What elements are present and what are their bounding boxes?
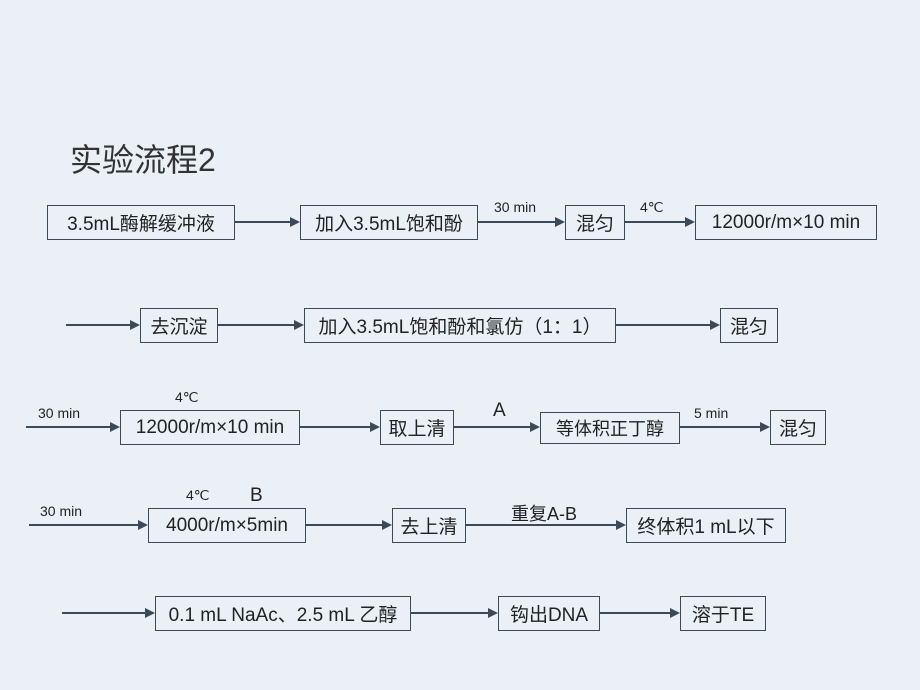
flowchart-node: 4000r/m×5min [148,508,306,543]
flowchart-node: 去沉淀 [140,308,218,343]
flowchart-node: 3.5mL酶解缓冲液 [47,205,235,240]
arrow-head-icon [138,520,148,530]
flowchart-node: 溶于TE [680,596,766,631]
edge-label: 5 min [694,405,728,421]
edge-label: 重复A-B [511,500,577,526]
arrow-line [66,324,130,326]
flowchart-node: 12000r/m×10 min [120,410,300,445]
page-title: 实验流程2 [70,135,216,181]
arrow-head-icon [382,520,392,530]
arrow-head-icon [488,608,498,618]
flowchart-node: 混匀 [565,205,625,240]
arrow-line [29,524,138,526]
edge-label: 30 min [494,199,536,215]
arrow-head-icon [760,422,770,432]
arrow-head-icon [670,608,680,618]
arrow-head-icon [294,320,304,330]
edge-label: 30 min [38,405,80,421]
edge-label: 4℃ [186,487,210,504]
flowchart-node: 加入3.5mL饱和酚 [300,205,478,240]
arrow-line [680,426,760,428]
edge-label: 4℃ [640,199,664,216]
flowchart-node: 去上清 [392,508,466,543]
flowchart-node: 钩出DNA [498,596,600,631]
flowchart-node: 混匀 [720,308,778,343]
arrow-head-icon [555,217,565,227]
edge-label: 30 min [40,503,82,519]
arrow-head-icon [370,422,380,432]
arrow-line [300,426,370,428]
arrow-line [26,426,110,428]
arrow-line [478,221,555,223]
arrow-head-icon [130,320,140,330]
arrow-line [218,324,294,326]
arrow-line [306,524,382,526]
arrow-head-icon [685,217,695,227]
flowchart-node: 终体积1 mL以下 [626,508,786,543]
flowchart-node: 12000r/m×10 min [695,205,877,240]
arrow-line [235,221,290,223]
flowchart-node: 等体积正丁醇 [540,412,680,444]
flowchart-node: 取上清 [380,410,454,445]
arrow-head-icon [110,422,120,432]
arrow-head-icon [616,520,626,530]
arrow-head-icon [290,217,300,227]
arrow-line [62,612,145,614]
arrow-head-icon [530,422,540,432]
arrow-line [625,221,685,223]
edge-label: 4℃ [175,389,199,406]
flowchart-node: 0.1 mL NaAc、2.5 mL 乙醇 [155,596,411,631]
edge-label: A [493,400,506,422]
flowchart-node: 混匀 [770,410,826,445]
edge-label: B [250,485,263,507]
arrow-line [600,612,670,614]
arrow-line [616,324,710,326]
arrow-line [411,612,488,614]
arrow-head-icon [710,320,720,330]
flowchart-node: 加入3.5mL饱和酚和氯仿（1：1） [304,308,616,343]
arrow-line [454,426,530,428]
arrow-head-icon [145,608,155,618]
